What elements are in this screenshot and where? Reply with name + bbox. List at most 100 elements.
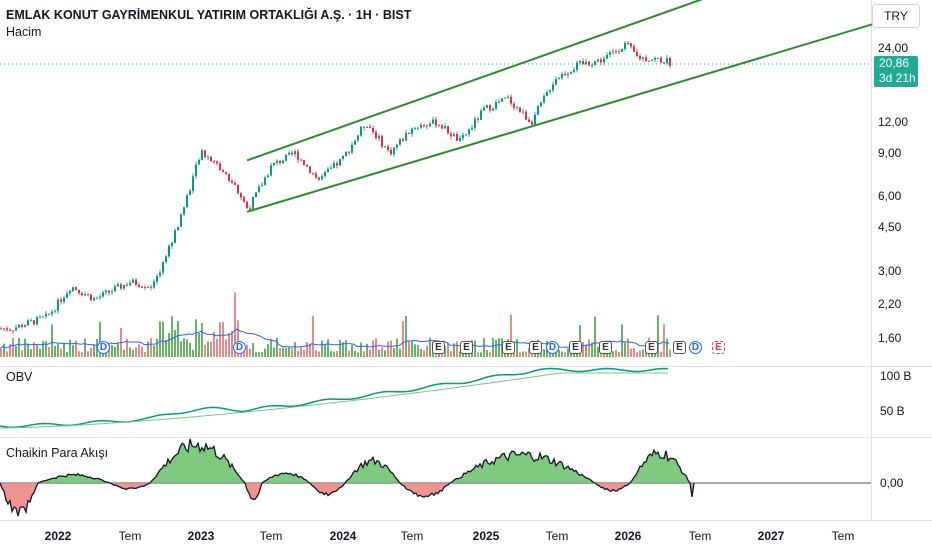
candle-body <box>219 163 221 171</box>
volume-bar <box>258 352 260 357</box>
volume-bar <box>156 338 158 357</box>
earnings-marker[interactable]: E <box>645 341 658 354</box>
candle-body <box>246 201 248 209</box>
candle-body <box>540 102 542 107</box>
candle-body <box>510 96 512 104</box>
volume-bar <box>180 341 182 357</box>
candle-body <box>636 51 638 57</box>
candle-body <box>204 150 206 158</box>
volume-bar <box>114 346 116 357</box>
candle-body <box>420 124 422 128</box>
volume-bar <box>357 352 359 357</box>
candle-body <box>639 56 641 60</box>
volume-bar <box>270 339 272 357</box>
channel-lower-line[interactable] <box>246 16 897 213</box>
candle-body <box>612 51 614 53</box>
earnings-marker[interactable]: E <box>673 341 686 354</box>
symbol-title[interactable]: EMLAK KONUT GAYRİMENKUL YATIRIM ORTAKLIĞ… <box>6 8 412 22</box>
dividend-marker[interactable]: D <box>233 341 246 354</box>
channel-upper-line[interactable] <box>246 0 719 162</box>
candle-body <box>369 126 371 128</box>
candle-body <box>630 43 632 47</box>
volume-bar <box>498 338 500 357</box>
candle-body <box>477 118 479 120</box>
candle-body <box>591 64 593 66</box>
dividend-marker[interactable]: D <box>546 341 559 354</box>
time-tick-month: Tem <box>400 529 424 543</box>
candle-body <box>573 69 575 72</box>
candle-body <box>492 108 494 111</box>
candle-body <box>63 297 65 302</box>
candle-body <box>558 78 560 80</box>
candle-body <box>216 161 218 164</box>
volume-bar <box>150 338 152 357</box>
volume-bar <box>306 342 308 357</box>
candle-body <box>75 287 77 290</box>
dividend-marker[interactable]: D <box>97 341 110 354</box>
candle-body <box>126 284 128 286</box>
earnings-marker-upcoming[interactable]: E <box>712 341 725 354</box>
earnings-marker[interactable]: E <box>529 341 542 354</box>
volume-bar <box>510 314 512 357</box>
volume-bar <box>369 349 371 357</box>
volume-bar <box>615 349 617 357</box>
time-tick-month: Tem <box>118 529 142 543</box>
candle-body <box>426 125 428 127</box>
candle-body <box>60 299 62 302</box>
candle-body <box>459 138 461 141</box>
candle-body <box>105 290 107 293</box>
candle-body <box>6 328 8 331</box>
candle-body <box>333 163 335 168</box>
volume-bar <box>480 352 482 357</box>
candle-body <box>555 79 557 85</box>
candle-body <box>36 316 38 325</box>
candle-body <box>570 71 572 74</box>
volume-bar <box>228 332 230 357</box>
currency-selector[interactable]: TRY <box>872 4 920 28</box>
candle-body <box>228 173 230 181</box>
obv-line <box>0 367 669 429</box>
candle-body <box>39 316 41 318</box>
volume-bar <box>36 345 38 357</box>
candle-body <box>90 294 92 301</box>
volume-bar <box>378 349 380 357</box>
volume-bar <box>483 338 485 357</box>
obv-tick-high: 100 B <box>880 369 912 383</box>
candle-body <box>387 146 389 150</box>
candle-body <box>33 320 35 325</box>
candle-body <box>381 135 383 147</box>
obv-pane-label[interactable]: OBV <box>6 370 33 384</box>
candle-body <box>336 163 338 166</box>
candle-body <box>666 58 668 64</box>
dividend-marker[interactable]: D <box>689 341 702 354</box>
candle-body <box>312 173 314 175</box>
candle-body <box>306 165 308 167</box>
earnings-marker[interactable]: E <box>432 341 445 354</box>
time-tick-month: Tem <box>545 529 569 543</box>
volume-legend-label[interactable]: Hacim <box>6 25 42 39</box>
candle-body <box>171 242 173 246</box>
candle-body <box>402 139 404 141</box>
candle-body <box>108 290 110 293</box>
volume-bar <box>81 352 83 357</box>
candle-body <box>579 61 581 63</box>
earnings-marker[interactable]: E <box>502 341 515 354</box>
chaikin-pane-label[interactable]: Chaikin Para Akışı <box>6 446 109 460</box>
candle-body <box>0 328 2 330</box>
earnings-marker[interactable]: E <box>460 341 473 354</box>
earnings-marker[interactable]: E <box>569 341 582 354</box>
volume-bar <box>597 346 599 357</box>
volume-bar <box>24 338 26 357</box>
chaikin-negative-area <box>0 483 694 517</box>
earnings-marker[interactable]: E <box>599 341 612 354</box>
volume-bar <box>261 352 263 357</box>
candle-body <box>54 310 56 312</box>
candle-body <box>195 164 197 177</box>
candle-body <box>384 146 386 148</box>
candle-body <box>72 287 74 291</box>
price-tick: 6,00 <box>878 189 902 204</box>
obv-signal-line <box>0 372 668 429</box>
volume-bar <box>66 351 68 357</box>
volume-bar <box>207 341 209 357</box>
